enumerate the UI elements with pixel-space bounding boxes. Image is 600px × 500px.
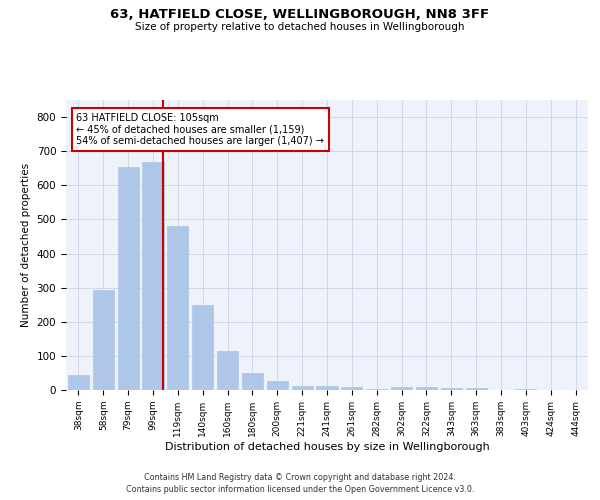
Bar (68, 376, 89, 390)
Bar (292, 386, 313, 390)
Y-axis label: Number of detached properties: Number of detached properties (21, 163, 31, 327)
Bar (267, 382, 288, 390)
Bar (515, 388, 536, 390)
Bar (341, 388, 362, 390)
Bar (192, 304, 213, 390)
Bar (142, 162, 164, 390)
Text: Contains HM Land Registry data © Crown copyright and database right 2024.: Contains HM Land Registry data © Crown c… (144, 472, 456, 482)
Bar (366, 389, 387, 390)
Bar (167, 226, 188, 390)
Bar (466, 388, 487, 390)
Text: 63, HATFIELD CLOSE, WELLINGBOROUGH, NN8 3FF: 63, HATFIELD CLOSE, WELLINGBOROUGH, NN8 … (110, 8, 490, 20)
Bar (242, 374, 263, 390)
Text: 63 HATFIELD CLOSE: 105sqm
← 45% of detached houses are smaller (1,159)
54% of se: 63 HATFIELD CLOSE: 105sqm ← 45% of detac… (76, 113, 325, 146)
Bar (441, 388, 462, 390)
Bar (316, 386, 338, 390)
Bar (217, 352, 238, 390)
Bar (93, 290, 114, 390)
Text: Size of property relative to detached houses in Wellingborough: Size of property relative to detached ho… (135, 22, 465, 32)
Text: Distribution of detached houses by size in Wellingborough: Distribution of detached houses by size … (164, 442, 490, 452)
Bar (391, 388, 412, 390)
Text: Contains public sector information licensed under the Open Government Licence v3: Contains public sector information licen… (126, 485, 474, 494)
Bar (118, 166, 139, 390)
Bar (416, 388, 437, 390)
